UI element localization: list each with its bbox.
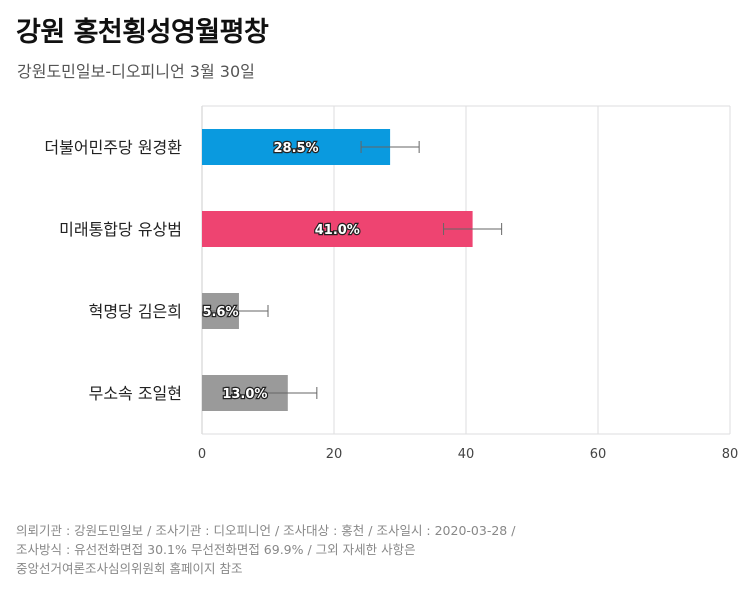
x-tick-label: 40 bbox=[458, 447, 475, 462]
chart-title: 강원 홍천횡성영월평창 bbox=[16, 17, 269, 48]
bar bbox=[202, 211, 473, 247]
category-label: 더불어민주당 원경환 bbox=[44, 138, 182, 157]
footnote-line-1: 의뢰기관 : 강원도민일보 / 조사기관 : 디오피니언 / 조사대상 : 홍천… bbox=[16, 523, 516, 538]
category-label: 혁명당 김은희 bbox=[89, 302, 182, 321]
category-label: 미래통합당 유상범 bbox=[59, 220, 182, 239]
bar bbox=[202, 129, 391, 165]
data-label: 5.6% bbox=[202, 305, 238, 320]
category-label: 무소속 조일현 bbox=[89, 384, 182, 403]
data-label: 41.0% bbox=[315, 223, 360, 238]
x-tick-label: 0 bbox=[198, 447, 206, 462]
x-tick-label: 60 bbox=[590, 447, 607, 462]
data-label: 13.0% bbox=[222, 387, 267, 402]
footnote-line-3: 중앙선거여론조사심의위원회 홈페이지 참조 bbox=[16, 561, 243, 576]
bar-chart: 0 20 40 60 80 더불어민주당 원경환 28.5% 미래통합당 유상범 41.0% 혁명… bbox=[44, 105, 739, 462]
data-label: 28.5% bbox=[273, 141, 318, 156]
chart-subtitle: 강원도민일보-디오피니언 3월 30일 bbox=[17, 62, 255, 81]
x-tick-label: 20 bbox=[326, 447, 343, 462]
footnote-line-2: 조사방식 : 유선전화면접 30.1% 무선전화면접 69.9% / 그외 자세… bbox=[16, 542, 416, 557]
x-tick-label: 80 bbox=[722, 447, 739, 462]
survey-footnote: 의뢰기관 : 강원도민일보 / 조사기관 : 디오피니언 / 조사대상 : 홍천… bbox=[16, 521, 736, 578]
